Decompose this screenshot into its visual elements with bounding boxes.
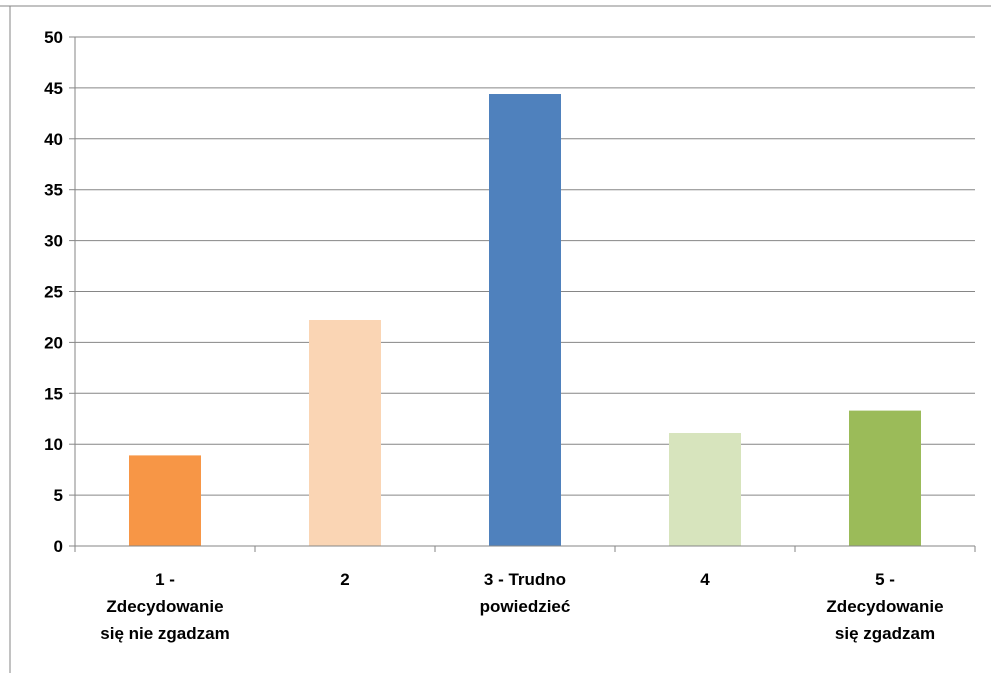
- y-tick-label-30: 30: [44, 232, 63, 251]
- x-category-label-1: 1 -Zdecydowanie się nie zgadzam: [100, 570, 229, 643]
- x-category-label-4: 4: [700, 570, 710, 589]
- y-tick-label-5: 5: [54, 486, 63, 505]
- x-axis-category-labels: 1 -Zdecydowanie się nie zgadzam 2 3 - Trudn…: [100, 570, 943, 643]
- bar-1: [129, 455, 201, 546]
- bar-2: [309, 320, 381, 546]
- y-axis-tick-labels: 0 5 10 15 20 25 30 35 40 45 50: [44, 28, 63, 556]
- y-tick-label-0: 0: [54, 537, 63, 556]
- y-tick-label-35: 35: [44, 181, 63, 200]
- y-tick-label-50: 50: [44, 28, 63, 47]
- bars: [129, 94, 921, 547]
- y-tick-label-45: 45: [44, 79, 63, 98]
- bar-4: [669, 433, 741, 546]
- y-tick-label-20: 20: [44, 333, 63, 352]
- bar-3: [489, 94, 561, 547]
- y-tick-label-40: 40: [44, 130, 63, 149]
- bar-5: [849, 410, 921, 546]
- axes: [69, 36, 976, 552]
- y-tick-label-10: 10: [44, 435, 63, 454]
- y-tick-label-15: 15: [44, 384, 63, 403]
- x-category-label-5: 5 -Zdecydowanie się zgadzam: [826, 570, 943, 643]
- y-tick-label-25: 25: [44, 283, 63, 302]
- x-category-label-2: 2: [340, 570, 349, 589]
- x-category-label-3: 3 - Trudno powiedzieć: [480, 570, 571, 616]
